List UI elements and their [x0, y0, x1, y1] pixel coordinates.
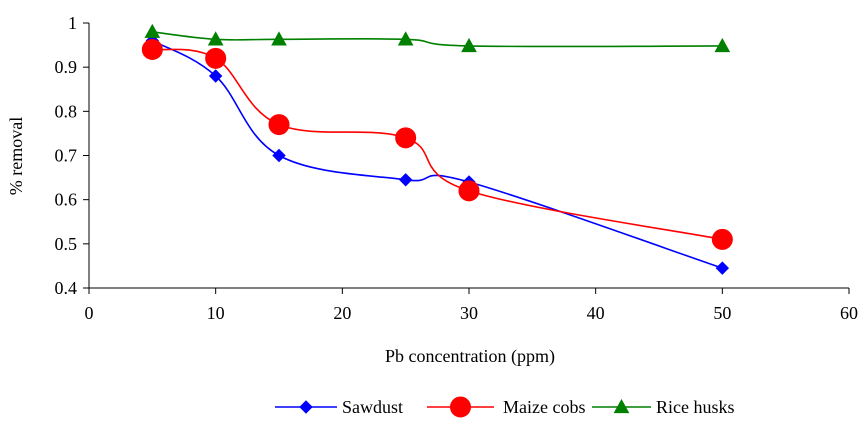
series-maize-cobs: [141, 39, 733, 250]
legend-item-sawdust: Sawdust: [275, 397, 403, 417]
legend-marker-sawdust: [299, 400, 313, 414]
axes: 0.40.50.60.70.80.910 10 20 30 40 50 60: [55, 13, 859, 323]
legend-label-sawdust: Sawdust: [342, 397, 403, 417]
y-tick-label: 0.4: [55, 278, 78, 298]
y-tick-label: 0.7: [55, 146, 78, 166]
data-point-sawdust: [208, 69, 223, 83]
data-point-sawdust: [272, 148, 286, 163]
series-layer: [141, 23, 733, 275]
data-point-rice-husks: [714, 37, 731, 53]
x-tick-label: 0: [85, 303, 94, 323]
data-point-maize-cobs: [205, 47, 227, 69]
series-rice-husks: [144, 23, 731, 53]
data-point-maize-cobs: [458, 180, 480, 202]
y-axis-title: % removal: [6, 117, 26, 195]
y-tick-label: 0.9: [55, 57, 78, 77]
y-tick-label: 1: [68, 13, 77, 33]
data-point-sawdust: [715, 261, 730, 275]
data-point-rice-husks: [397, 31, 414, 46]
data-point-maize-cobs: [268, 114, 290, 136]
legend-marker-maize-cobs: [450, 396, 471, 418]
x-tick-label: 50: [713, 303, 731, 323]
legend-item-maize-cobs: Maize cobs: [427, 396, 585, 418]
data-point-maize-cobs: [395, 127, 417, 149]
legend-item-rice-husks: Rice husks: [592, 397, 735, 417]
y-tick-label: 0.5: [55, 234, 78, 254]
data-point-rice-husks: [461, 37, 477, 53]
series-sawdust: [145, 33, 730, 275]
series-line-maize-cobs: [152, 48, 723, 241]
x-tick-label: 60: [840, 303, 858, 323]
data-point-rice-husks: [271, 31, 287, 46]
data-point-rice-husks: [207, 31, 224, 46]
x-tick-label: 30: [460, 303, 478, 323]
data-point-rice-husks: [144, 23, 161, 38]
data-point-sawdust: [398, 173, 413, 187]
legend-label-maize-cobs: Maize cobs: [503, 397, 585, 417]
series-line-sawdust: [151, 39, 723, 269]
y-tick-label: 0.8: [55, 101, 78, 121]
x-tick-label: 20: [333, 303, 351, 323]
legend-marker-rice-husks: [613, 398, 630, 414]
legend-label-rice-husks: Rice husks: [656, 397, 735, 417]
y-tick-label: 0.6: [55, 190, 78, 210]
data-point-maize-cobs: [141, 39, 163, 60]
data-point-maize-cobs: [711, 228, 733, 250]
x-tick-label: 10: [207, 303, 225, 323]
x-axis-title: Pb concentration (ppm): [385, 346, 555, 367]
legend: Sawdust Maize cobs Rice husks: [275, 396, 735, 418]
x-tick-label: 40: [587, 303, 605, 323]
series-line-rice-husks: [152, 31, 723, 48]
